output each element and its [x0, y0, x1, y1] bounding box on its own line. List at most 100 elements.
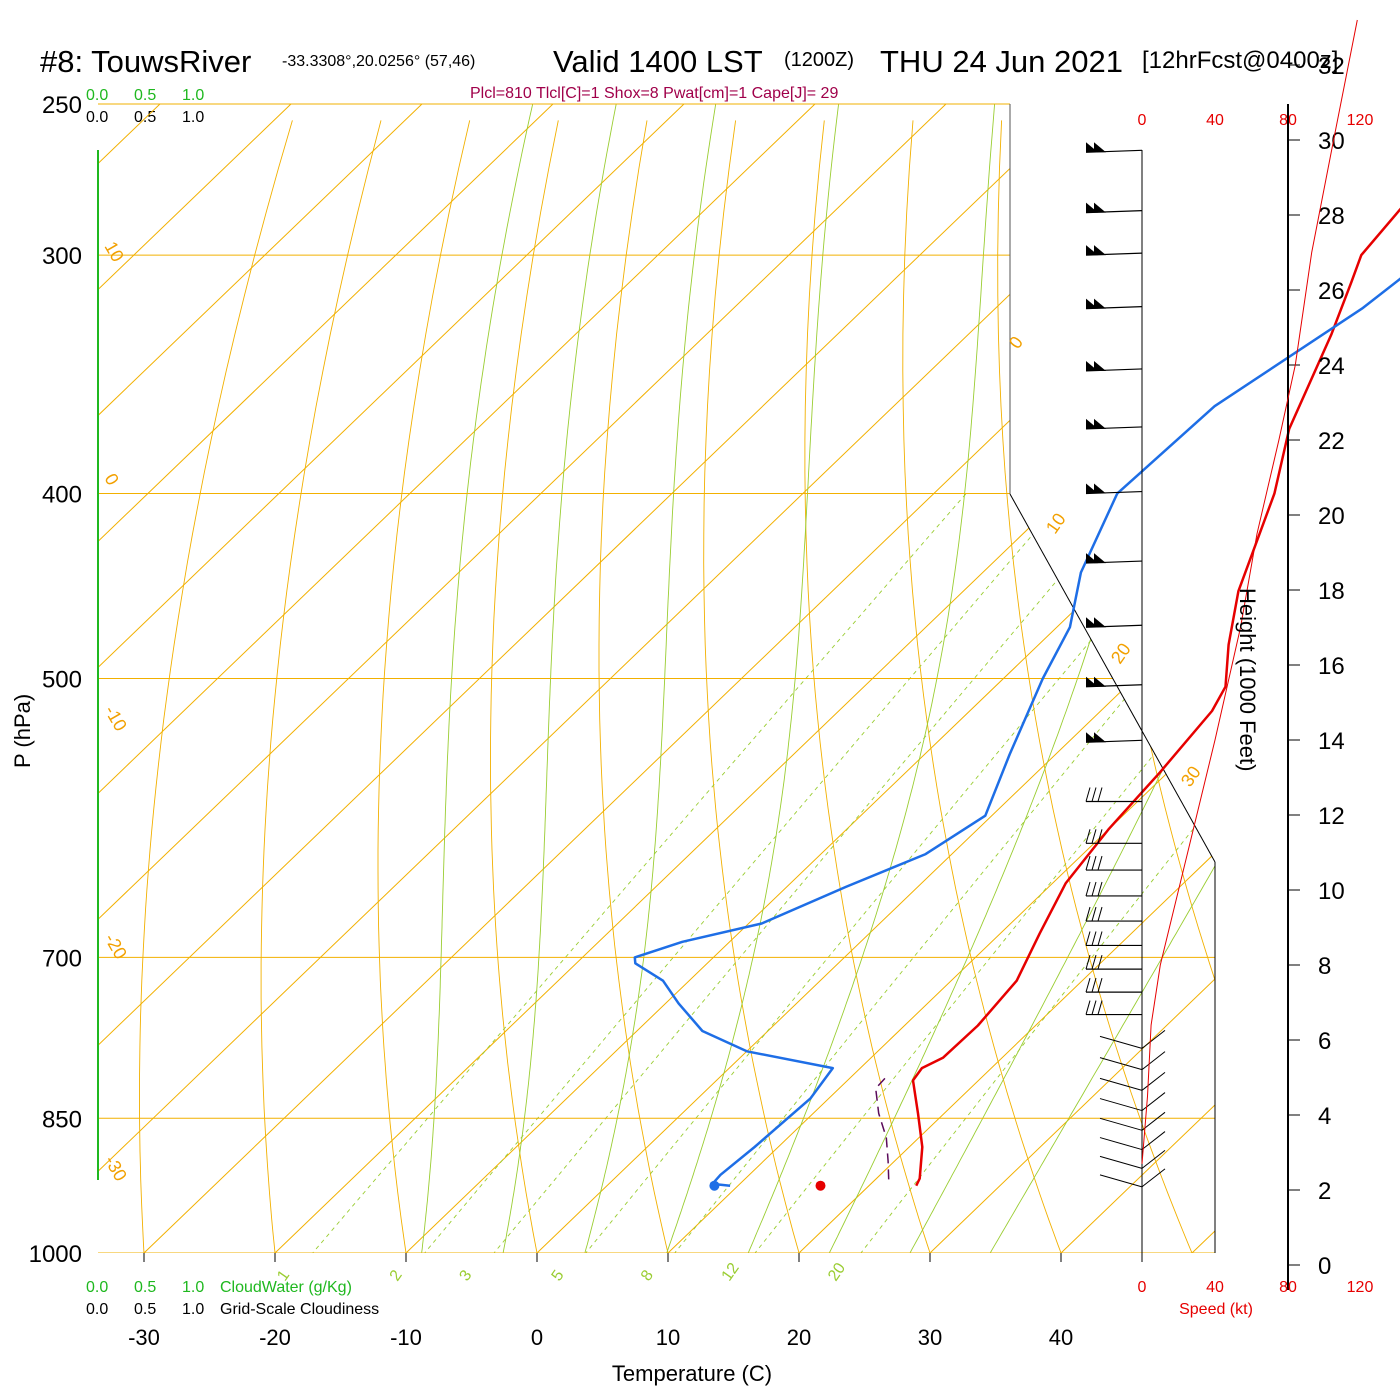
isotherm-line — [98, 104, 685, 1253]
isotherm-label: 10 — [101, 238, 128, 265]
dry-adiabat-line — [490, 120, 559, 1253]
wind-barb — [1099, 1071, 1166, 1091]
wind-barb-flag — [1094, 676, 1106, 687]
wind-barb — [1085, 855, 1142, 871]
wind-barb — [1099, 1092, 1166, 1112]
wind-barb — [1085, 202, 1143, 214]
isotherm-label: 20 — [1107, 639, 1135, 667]
pressure-tick-label: 700 — [42, 945, 82, 972]
mixing-ratio-line — [835, 493, 1215, 1253]
mixing-ratio-line — [397, 493, 1069, 1253]
dry-adiabat-line — [997, 120, 1210, 1253]
wind-barb — [1085, 245, 1143, 256]
valid-time: Valid 1400 LST — [553, 44, 763, 79]
moist-adiabat-line — [808, 104, 1196, 1253]
wind-barb — [1085, 483, 1143, 495]
x-axis-label: Temperature (C) — [612, 1361, 772, 1386]
dry-adiabat-line — [1089, 120, 1215, 1253]
wind-barb — [1085, 881, 1142, 897]
mixing-ratio-line — [558, 493, 1214, 1253]
wind-barb-shaft — [1099, 1035, 1143, 1049]
speed-scale-bottom-3: 120 — [1347, 1279, 1374, 1296]
cloudwater-scale-bottom-2: 1.0 — [182, 1279, 204, 1296]
wind-barb-feather — [1097, 978, 1103, 993]
wind-barb-feather — [1091, 978, 1097, 993]
isotherm-label: 0 — [101, 470, 123, 489]
speed-scale-bottom-0: 0 — [1138, 1279, 1147, 1296]
height-tick-label: 14 — [1318, 728, 1345, 755]
pressure-tick-label: 850 — [42, 1106, 82, 1133]
sounding-profiles — [633, 207, 1400, 1191]
isotherm-line — [798, 104, 1215, 1253]
temperature-tick-label: 10 — [656, 1325, 680, 1350]
wind-barb-feather — [1141, 1092, 1166, 1111]
cloudiness-scale-top-2: 1.0 — [182, 109, 204, 126]
forecast-label: [12hrFcst@0400z] — [1142, 47, 1338, 74]
mixing-ratio-line — [466, 493, 1131, 1253]
wind-barb-flag — [1094, 732, 1106, 743]
height-tick-label: 24 — [1318, 353, 1345, 380]
cloudwater-scale-top-0: 0.0 — [86, 87, 108, 104]
wind-barb — [1099, 1111, 1166, 1131]
moist-adiabat-line — [573, 104, 719, 1253]
wind-barb-shaft — [1099, 1174, 1143, 1188]
wind-barb — [1085, 553, 1143, 564]
wind-barb — [1099, 1131, 1166, 1151]
dry-adiabat-line — [1178, 120, 1215, 1253]
cloudwater-scale-bottom-1: 0.5 — [134, 1279, 156, 1296]
wind-barb-feather — [1091, 855, 1097, 871]
mixing-ratio-line — [284, 493, 967, 1253]
wind-barb-feather — [1141, 1131, 1166, 1150]
height-tick-label: 0 — [1318, 1253, 1331, 1280]
pressure-tick-label: 400 — [42, 482, 82, 509]
wind-barb — [1085, 954, 1142, 970]
wind-barb-feather — [1141, 1150, 1166, 1169]
speed-scale-bottom-1: 40 — [1206, 1279, 1224, 1296]
wind-barb-feather — [1091, 954, 1097, 970]
isotherm-label: 10 — [1042, 509, 1070, 537]
cloudwater-scale-bottom-0: 0.0 — [86, 1279, 108, 1296]
wind-barb-shaft — [1099, 1155, 1143, 1169]
temperature-tick-label: -20 — [259, 1325, 291, 1350]
temperature-tick-label: -30 — [128, 1325, 160, 1350]
wind-barb — [1085, 1000, 1142, 1016]
moist-adiabat-line — [494, 104, 621, 1253]
speed-scale-bottom-2: 80 — [1279, 1279, 1297, 1296]
isotherm-label: 30 — [1177, 762, 1205, 790]
wind-barb-flag — [1094, 202, 1106, 213]
height-tick-label: 20 — [1318, 503, 1345, 530]
dry-adiabat-line — [139, 120, 293, 1253]
height-tick-label: 18 — [1318, 578, 1345, 605]
wind-barb-feather — [1141, 1071, 1166, 1091]
height-tick-label: 6 — [1318, 1028, 1331, 1055]
speed-scale-top-3: 120 — [1347, 112, 1374, 129]
height-tick-label: 2 — [1318, 1178, 1331, 1205]
height-tick-label: 28 — [1318, 203, 1345, 230]
wind-barb-feather — [1085, 829, 1091, 844]
height-tick-label: 16 — [1318, 653, 1345, 680]
moist-adiabat-line — [730, 104, 997, 1253]
wind-barb-feather — [1141, 1051, 1166, 1071]
mixing-ratio-label: 8 — [638, 1267, 657, 1284]
wind-barb-feather — [1097, 954, 1103, 970]
isotherm-line — [98, 104, 423, 1253]
dewpoint-profile-line — [633, 277, 1400, 1187]
wind-barb-feather — [1091, 906, 1097, 922]
wind-barb-flag — [1094, 483, 1106, 494]
isotherm-label: -10 — [101, 702, 131, 735]
pressure-tick-label: 500 — [42, 667, 82, 694]
valid-date: THU 24 Jun 2021 — [880, 44, 1123, 79]
mixing-ratio-label: 20 — [825, 1260, 849, 1284]
moist-adiabat-line — [415, 104, 537, 1253]
wind-barb-flag — [1094, 617, 1106, 628]
wind-barb-feather — [1085, 931, 1091, 946]
wind-barb-flag — [1094, 142, 1106, 153]
isotherm-label: 0 — [1005, 333, 1027, 353]
moist-adiabat-line — [966, 104, 1215, 1253]
wind-barb — [1085, 732, 1143, 743]
mixing-ratio-line — [648, 493, 1215, 1253]
mixing-ratio-labels: 1 2 3 5 8 12 20 — [274, 1260, 849, 1284]
thermo-background — [98, 104, 1215, 1253]
dry-adiabat-line — [804, 120, 945, 1253]
height-tick-label: 22 — [1318, 428, 1345, 455]
